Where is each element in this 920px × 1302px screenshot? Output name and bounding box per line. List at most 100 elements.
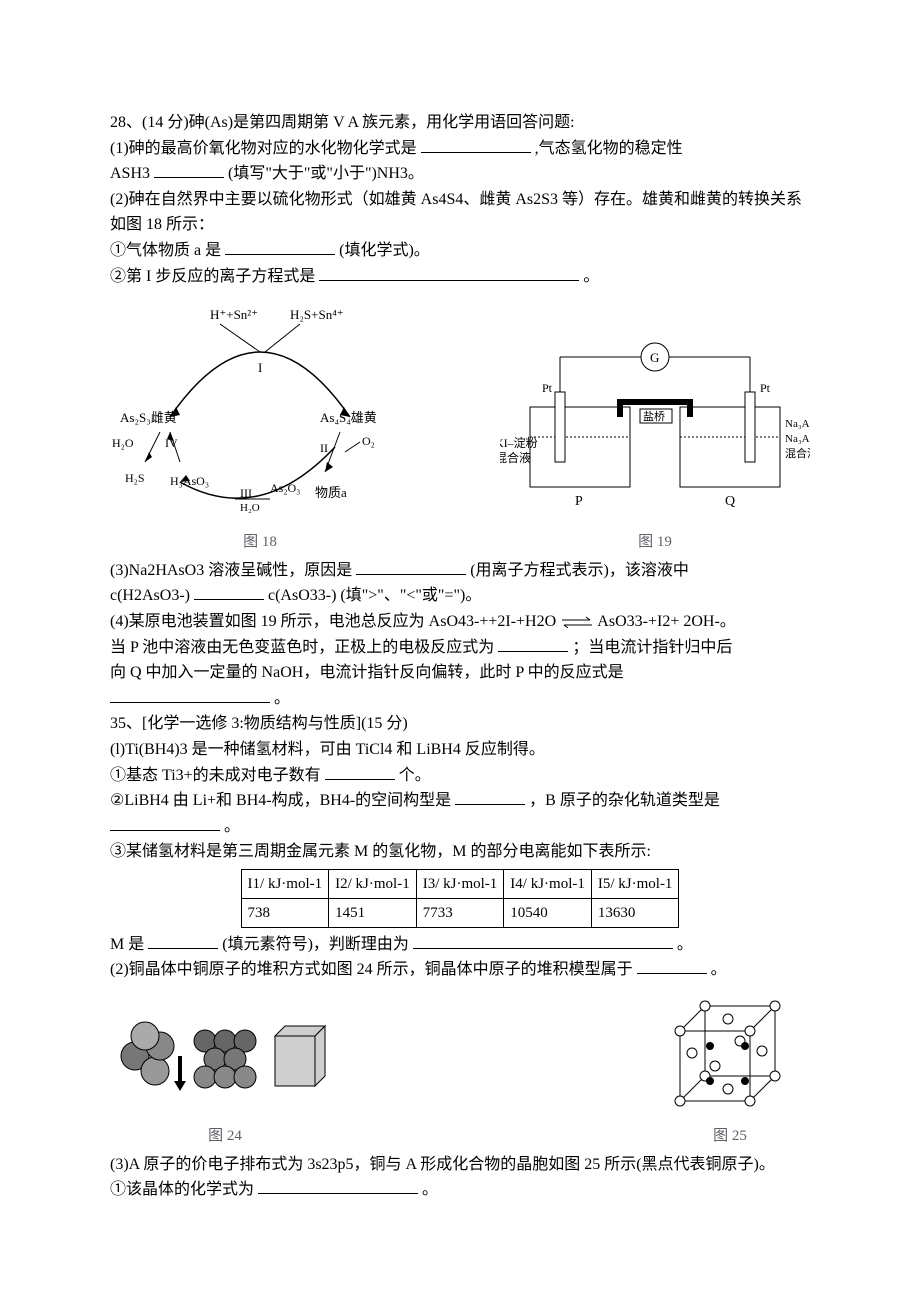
q35-q3b-b: (填元素符号)，判断理由为: [222, 936, 409, 953]
blank: [110, 814, 220, 831]
roman-2: II: [320, 441, 328, 455]
fig19-caption: 图 19: [500, 530, 810, 554]
fig18-node-left: As₂S₃雌黄: [120, 410, 177, 425]
q28-part3b: c(H2AsO3-) c(AsO33-) (填">"、"<"或"=")。: [110, 583, 810, 609]
q28-part2-q2: ②第 I 步反应的离子方程式是 。: [110, 264, 810, 290]
figure-19: G Pt Pt 盐桥 KI–淀: [500, 337, 810, 554]
roman-3: III: [240, 486, 252, 500]
fig18-h2s: H₂S: [125, 471, 145, 485]
blank: [225, 238, 335, 255]
blank: [319, 264, 579, 281]
table-row: I1/ kJ·mol-1 I2/ kJ·mol-1 I3/ kJ·mol-1 I…: [241, 869, 679, 898]
blank: [455, 788, 525, 805]
fig25-caption: 图 25: [650, 1124, 810, 1148]
blank: [154, 161, 224, 178]
q28-p1-c: ASH3: [110, 165, 150, 182]
q35-q3b: M 是 (填元素符号)，判断理由为 。: [110, 932, 810, 958]
q28-p4-b: AsO33-+I2+ 2OH-。: [597, 613, 735, 630]
q35-q2b: ，B 原子的杂化轨道类型是: [529, 792, 720, 809]
blank: [148, 932, 218, 949]
q28-part3: (3)Na2HAsO3 溶液呈碱性，原因是 (用离子方程式表示)，该溶液中: [110, 558, 810, 584]
q28-p4-d: ；当电流计指针归中后: [572, 639, 732, 656]
q28-p2-q2: ②第 I 步反应的离子方程式是: [110, 268, 315, 285]
q28-part4-end: 。: [110, 686, 810, 712]
q35-q3b-a: M 是: [110, 936, 144, 953]
table-cell: 10540: [504, 898, 592, 927]
fig18-svg: H⁺+Sn²⁺ H₂S+Sn⁴⁺ I As₂S₃雌黄 As₄S₄雄黄 IV H₂…: [110, 297, 410, 517]
fig19-pt-l: Pt: [542, 381, 553, 395]
q35-p3: (3)A 原子的价电子排布式为 3s23p5，铜与 A 形成化合物的晶胞如图 2…: [110, 1152, 810, 1178]
q35-p3q1: ①该晶体的化学式为: [110, 1181, 254, 1198]
q35-q2a: ②LiBH4 由 Li+和 BH4-构成，BH4-的空间构型是: [110, 792, 451, 809]
q35-q3b-end: 。: [677, 936, 693, 953]
q35-q1: ①基态 Ti3+的未成对电子数有 个。: [110, 763, 810, 789]
q28-header: 28、(14 分)砷(As)是第四周期第 V A 族元素，用化学用语回答问题:: [110, 110, 810, 136]
fig19-right1: Na₃AsO₄: [785, 418, 810, 430]
table-cell: I5/ kJ·mol-1: [591, 869, 679, 898]
blank: [325, 763, 395, 780]
q28-part1: (1)砷的最高价氧化物对应的水化物化学式是 ,气态氢化物的稳定性: [110, 136, 810, 162]
roman-4: IV: [165, 436, 178, 450]
table-cell: 738: [241, 898, 329, 927]
blank: [258, 1177, 418, 1194]
fig18-o2: O₂: [362, 434, 375, 448]
q35-p3-end: 。: [422, 1181, 438, 1198]
table-cell: 1451: [329, 898, 417, 927]
table-cell: I3/ kJ·mol-1: [416, 869, 504, 898]
q28-p2-q1b: (填化学式)。: [339, 242, 430, 259]
q28-part4c: 向 Q 中加入一定量的 NaOH，电流计指针反向偏转，此时 P 中的反应式是: [110, 660, 810, 686]
q28-part4b: 当 P 池中溶液由无色变蓝色时，正极上的电极反应式为 ；当电流计指针归中后: [110, 635, 810, 661]
q28-p4-a: (4)某原电池装置如图 19 所示，电池总反应为 AsO43-++2I-+H2O: [110, 613, 556, 630]
blank: [498, 635, 568, 652]
fig18-bot-b: As₂O₃: [270, 481, 300, 495]
fig18-top-r: H₂S+Sn⁴⁺: [290, 307, 344, 322]
q28-p1-d: (填写"大于"或"小于")NH3。: [228, 165, 424, 182]
fig25-svg: [650, 991, 810, 1111]
fig24-svg: [110, 1001, 340, 1111]
q35-q2-period: 。: [224, 818, 240, 835]
q35-q2: ②LiBH4 由 Li+和 BH4-构成，BH4-的空间构型是 ，B 原子的杂化…: [110, 788, 810, 814]
table-cell: 7733: [416, 898, 504, 927]
fig19-bridge: 盐桥: [643, 410, 665, 423]
q35-p3-q1: ①该晶体的化学式为 。: [110, 1177, 810, 1203]
roman-1: I: [258, 360, 262, 375]
table-cell: I2/ kJ·mol-1: [329, 869, 417, 898]
q35-q1a: ①基态 Ti3+的未成对电子数有: [110, 767, 321, 784]
fig19-P: P: [575, 494, 583, 509]
blank: [413, 932, 673, 949]
ionization-table: I1/ kJ·mol-1 I2/ kJ·mol-1 I3/ kJ·mol-1 I…: [241, 869, 680, 928]
q35-p2a: (2)铜晶体中铜原子的堆积方式如图 24 所示，铜晶体中原子的堆积模型属于: [110, 961, 633, 978]
q28-p3-c: c(H2AsO3-): [110, 587, 190, 604]
fig19-Q: Q: [725, 494, 735, 509]
q28-part4a: (4)某原电池装置如图 19 所示，电池总反应为 AsO43-++2I-+H2O…: [110, 609, 810, 635]
fig19-pt-r: Pt: [760, 381, 771, 395]
blank: [421, 136, 531, 153]
q28-part2: (2)砷在自然界中主要以硫化物形式（如雄黄 As4S4、雌黄 As2S3 等）存…: [110, 187, 810, 238]
q28-p3-d: c(AsO33-) (填">"、"<"或"=")。: [268, 587, 481, 604]
figure-25: 图 25: [650, 991, 810, 1148]
table-row: 738 1451 7733 10540 13630: [241, 898, 679, 927]
figure-row-18-19: H⁺+Sn²⁺ H₂S+Sn⁴⁺ I As₂S₃雌黄 As₄S₄雄黄 IV H₂…: [110, 297, 810, 554]
table-cell: I1/ kJ·mol-1: [241, 869, 329, 898]
q35-q3: ③某储氢材料是第三周期金属元素 M 的氢化物，M 的部分电离能如下表所示:: [110, 839, 810, 865]
q35-q1b: 个。: [399, 767, 431, 784]
fig19-right2: Na₃AsO₃: [785, 433, 810, 445]
fig18-caption: 图 18: [110, 530, 410, 554]
blank: [356, 558, 466, 575]
q28-p4-c: 当 P 池中溶液由无色变蓝色时，正极上的电极反应式为: [110, 639, 494, 656]
q28-p3-a: (3)Na2HAsO3 溶液呈碱性，原因是: [110, 562, 352, 579]
fig19-g: G: [650, 350, 659, 365]
fig19-right3: 混合溶液: [785, 446, 810, 460]
fig18-material-a: 物质a: [315, 485, 347, 500]
blank: [194, 583, 264, 600]
figure-row-24-25: 图 24: [110, 991, 810, 1148]
fig19-left2: 混合液: [500, 450, 531, 465]
fig19-left1: KI–淀粉: [500, 436, 538, 450]
q28-p1-a: (1)砷的最高价氧化物对应的水化物化学式是: [110, 140, 417, 157]
table-cell: 13630: [591, 898, 679, 927]
fig18-bot-sub: H₂O: [240, 502, 260, 514]
fig24-caption: 图 24: [110, 1124, 340, 1148]
q28-p3-b: (用离子方程式表示)，该溶液中: [470, 562, 689, 579]
exam-page: 28、(14 分)砷(As)是第四周期第 V A 族元素，用化学用语回答问题: …: [0, 0, 920, 1263]
table-cell: I4/ kJ·mol-1: [504, 869, 592, 898]
